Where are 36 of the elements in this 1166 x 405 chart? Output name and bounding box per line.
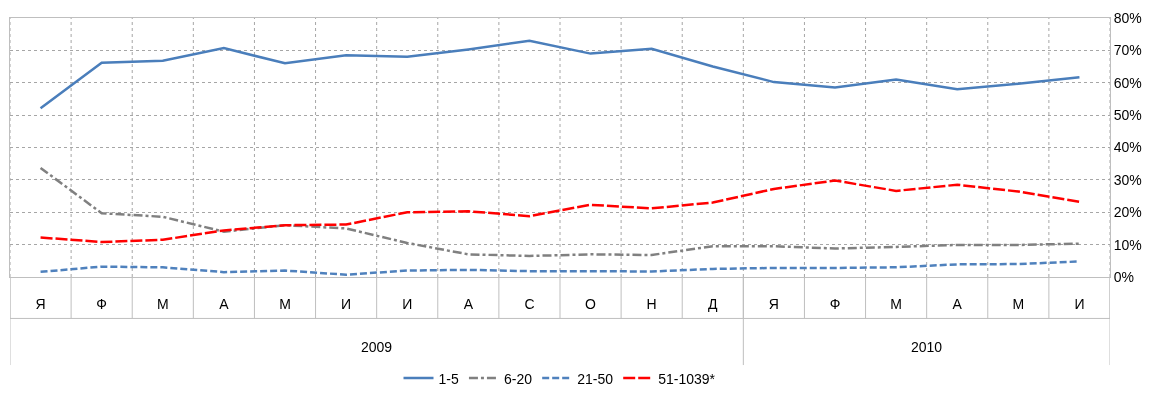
- y-tick-label: 80%: [1113, 9, 1142, 26]
- x-tick-label: М: [156, 295, 169, 312]
- x-tick-label: М: [279, 295, 291, 312]
- legend-label: 21-50: [577, 370, 614, 387]
- y-tick-label: 30%: [1113, 171, 1142, 188]
- x-tick-label: Я: [35, 295, 46, 312]
- x-tick-label: Я: [768, 295, 779, 312]
- legend-label: 51-1039*: [658, 370, 716, 387]
- x-tick-label: Д: [708, 295, 719, 312]
- x-tick-label: С: [524, 295, 535, 312]
- y-tick-label: 10%: [1113, 236, 1142, 253]
- x-tick-label: А: [463, 295, 474, 312]
- x-tick-label: И: [341, 295, 352, 312]
- text: 2009: [361, 339, 393, 355]
- x-tick-label: М: [890, 295, 902, 312]
- y-tick-label: 0%: [1113, 268, 1135, 285]
- x-tick-label: Н: [646, 295, 657, 312]
- y-tick-label: 20%: [1113, 204, 1142, 221]
- x-tick-label: Ф: [96, 295, 107, 312]
- x-tick-label: И: [1074, 295, 1085, 312]
- text: 2010: [911, 339, 943, 355]
- y-tick-label: 60%: [1113, 74, 1142, 91]
- line-series: [39, 179, 1081, 244]
- x-tick-label: М: [1012, 295, 1025, 312]
- x-tick-label: Ф: [829, 295, 841, 312]
- y-tick-label: 50%: [1113, 107, 1142, 124]
- legend-label: 1-5: [438, 370, 459, 387]
- x-tick-label: А: [952, 295, 963, 312]
- x-tick-label: А: [219, 295, 230, 312]
- line-series: [39, 166, 1081, 258]
- x-tick-label: О: [585, 295, 597, 312]
- legend-label: 6-20: [503, 370, 533, 387]
- line-series: [39, 39, 1081, 110]
- y-tick-label: 40%: [1113, 139, 1142, 156]
- x-tick-label: И: [402, 295, 413, 312]
- y-tick-label: 70%: [1113, 42, 1142, 59]
